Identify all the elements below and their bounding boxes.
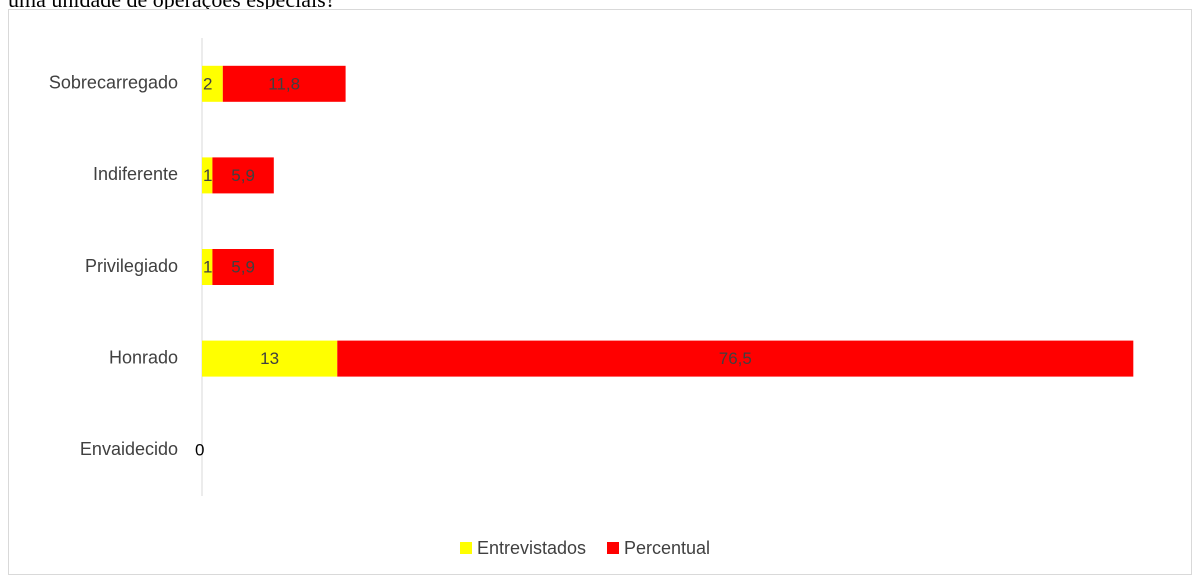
- bar-entrevistados-privilegiado: [202, 249, 213, 285]
- bar-entrevistados-honrado: [202, 340, 338, 377]
- data-label-percentual-privilegiado: 5,9: [231, 257, 255, 276]
- category-label-privilegiado: Privilegiado: [85, 256, 178, 276]
- category-label-indiferente: Indiferente: [93, 164, 178, 184]
- data-label-entrevistados-sobrecarregado: 2: [203, 74, 212, 93]
- chart-area: [8, 9, 1192, 575]
- data-label-entrevistados-indiferente: 1: [203, 166, 212, 185]
- data-label-percentual-honrado: 76,5: [719, 349, 752, 368]
- data-label-entrevistados-envaidecido: 0: [195, 441, 204, 460]
- category-label-honrado: Honrado: [109, 347, 178, 367]
- category-label-sobrecarregado: Sobrecarregado: [49, 73, 178, 93]
- data-label-percentual-indiferente: 5,9: [231, 166, 255, 185]
- legend-label-percentual: Percentual: [624, 538, 710, 558]
- bar-percentual-honrado: [337, 340, 1134, 377]
- bar-entrevistados-indiferente: [202, 157, 213, 194]
- legend-label-entrevistados: Entrevistados: [477, 538, 586, 558]
- data-label-entrevistados-privilegiado: 1: [203, 257, 212, 276]
- data-label-entrevistados-honrado: 13: [260, 349, 279, 368]
- bar-entrevistados-sobrecarregado: [202, 65, 223, 102]
- bar-percentual-privilegiado: [212, 249, 274, 285]
- legend-swatch-percentual: [607, 542, 619, 554]
- figure-caption: uma unidade de operações especiais?: [8, 0, 335, 12]
- bar-percentual-indiferente: [212, 157, 274, 194]
- legend-swatch-entrevistados: [460, 542, 472, 554]
- bar-percentual-sobrecarregado: [222, 65, 346, 102]
- category-label-envaidecido: Envaidecido: [80, 439, 178, 459]
- data-label-percentual-sobrecarregado: 11,8: [268, 74, 300, 93]
